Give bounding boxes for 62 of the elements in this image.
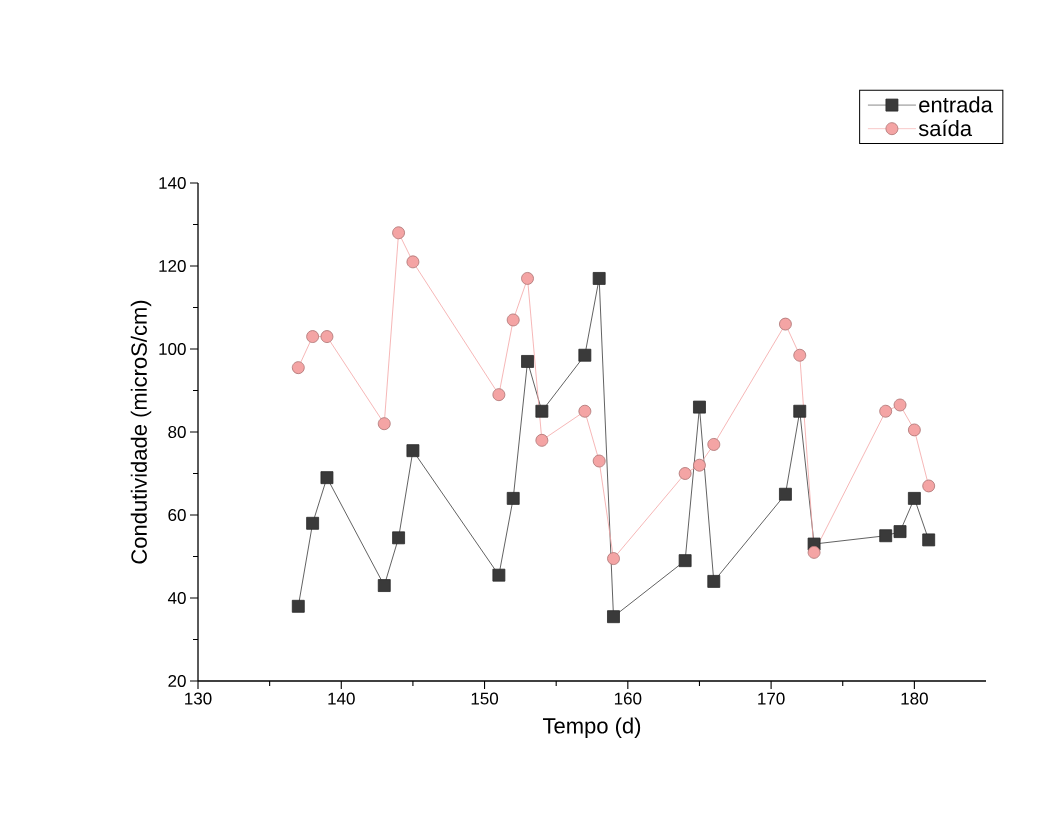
point xyxy=(793,348,807,362)
point xyxy=(535,433,549,447)
point xyxy=(707,438,721,451)
point xyxy=(607,610,620,624)
point xyxy=(392,226,405,240)
point xyxy=(320,471,334,485)
point xyxy=(879,404,893,418)
point xyxy=(879,529,893,543)
point xyxy=(291,599,305,613)
point xyxy=(922,479,936,493)
point xyxy=(779,317,792,331)
point xyxy=(320,330,334,343)
y-tick-label: 140 xyxy=(159,176,186,190)
x-tick-label: 150 xyxy=(471,692,499,705)
point xyxy=(377,579,391,592)
point xyxy=(578,404,592,418)
point xyxy=(406,444,420,458)
y-tick-label: 120 xyxy=(159,259,186,273)
point xyxy=(793,404,807,418)
point xyxy=(521,272,534,285)
point xyxy=(306,330,320,343)
y-tick-label: 80 xyxy=(168,425,186,439)
point xyxy=(392,531,405,545)
point xyxy=(893,398,907,412)
point xyxy=(707,575,721,588)
point xyxy=(535,404,549,418)
point xyxy=(592,272,606,285)
point xyxy=(506,492,520,505)
y-axis-title: Condutividade (microS/cm) xyxy=(130,300,152,564)
point xyxy=(406,255,420,269)
point xyxy=(578,348,592,362)
point xyxy=(291,361,305,375)
legend-label: saída xyxy=(918,119,973,137)
y-tick-label: 60 xyxy=(168,508,186,522)
point xyxy=(907,492,921,505)
point xyxy=(678,467,692,480)
x-tick-label: 140 xyxy=(328,692,355,705)
point xyxy=(607,552,620,565)
x-tick-label: 160 xyxy=(614,692,642,705)
y-tick-label: 100 xyxy=(159,342,186,356)
point xyxy=(893,525,907,538)
point xyxy=(592,454,606,468)
point xyxy=(521,355,534,368)
y-tick-label: 40 xyxy=(167,591,186,605)
x-axis-title: Tempo (d) xyxy=(542,717,641,738)
point xyxy=(492,568,506,582)
point xyxy=(693,458,706,472)
point xyxy=(779,487,792,501)
point xyxy=(678,554,692,568)
y-tick-label: 20 xyxy=(168,674,186,688)
point xyxy=(377,417,391,431)
point xyxy=(306,516,320,530)
point xyxy=(922,533,936,547)
point xyxy=(907,423,921,437)
point xyxy=(807,545,821,559)
x-tick-label: 170 xyxy=(758,692,785,705)
x-tick-label: 180 xyxy=(901,692,928,705)
point xyxy=(506,313,520,327)
point xyxy=(693,400,706,414)
legend-label: entrada xyxy=(919,96,993,113)
x-tick-label: 130 xyxy=(185,692,212,705)
point xyxy=(492,388,506,402)
